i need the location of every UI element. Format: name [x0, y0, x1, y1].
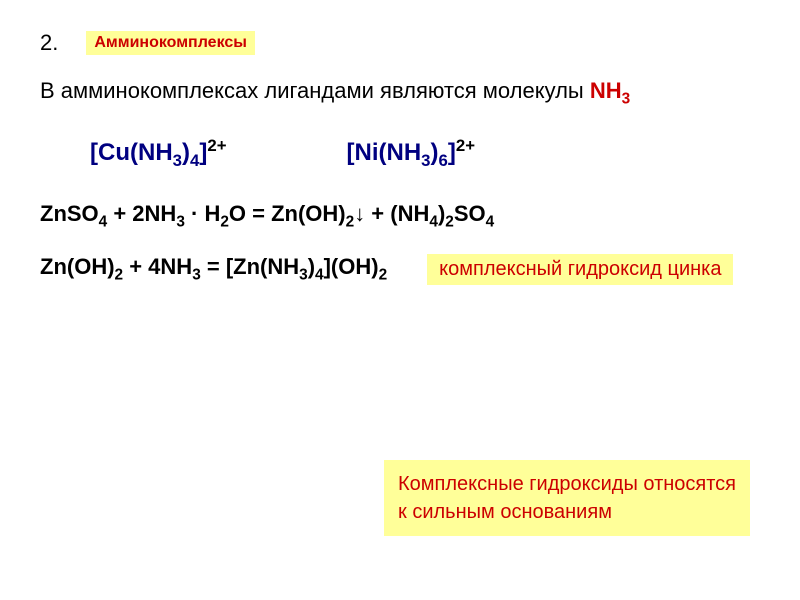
title-text: Амминокомплексы	[94, 34, 247, 51]
formula-1: [Cu(NH3)4]2+	[90, 136, 227, 171]
e2-s3: 3	[299, 266, 308, 283]
e2-p2: + 4NH	[123, 254, 192, 279]
e2-p5: ](OH)	[324, 254, 379, 279]
f1-pc: )	[182, 139, 190, 166]
f1-open: [	[90, 139, 98, 166]
f2-po: (	[379, 139, 387, 166]
f2-el: Ni	[355, 139, 379, 166]
equation-1: ZnSO4 + 2NH3 · H2O = Zn(OH)2↓ + (NH4)2SO…	[40, 201, 760, 231]
formula-row: [Cu(NH3)4]2+ [Ni(NH3)6]2+	[90, 136, 760, 171]
f2-s3: 3	[421, 151, 430, 170]
equation-2: Zn(OH)2 + 4NH3 = [Zn(NH3)4](OH)2	[40, 254, 387, 284]
intro-prefix: В амминокомплексах лигандами являются мо…	[40, 78, 590, 103]
e1-s6: 2	[445, 214, 454, 231]
e1-p4: O = Zn(OH)	[229, 201, 346, 226]
title-highlight: Амминокомплексы	[86, 31, 255, 55]
e1-p2: + 2NH	[107, 201, 176, 226]
formula-2: [Ni(NH3)6]2+	[347, 136, 476, 171]
label2-line2: к сильным основаниям	[398, 501, 612, 523]
f2-sup: 2+	[456, 136, 475, 155]
f1-s3: 3	[173, 151, 182, 170]
f2-s6: 6	[439, 151, 448, 170]
header-row: 2. Амминокомплексы	[40, 30, 760, 56]
f1-po: (	[130, 139, 138, 166]
intro-sub: 3	[622, 90, 631, 107]
f1-sup: 2+	[207, 136, 226, 155]
label-strong-bases: Комплексные гидроксиды относятся к сильн…	[384, 460, 750, 536]
intro-formula: NH3	[590, 78, 630, 103]
e2-p1: Zn(OH)	[40, 254, 115, 279]
f2-pc: )	[431, 139, 439, 166]
e2-s5: 2	[379, 266, 388, 283]
e1-s4: 2	[346, 214, 355, 231]
e2-s4: 4	[315, 266, 324, 283]
f2-close: ]	[448, 139, 456, 166]
f1-nh: NH	[138, 139, 173, 166]
e1-p7: SO	[454, 201, 486, 226]
label1-text: комплексный гидроксид цинка	[439, 258, 721, 280]
e2-s1: 2	[115, 266, 124, 283]
e1-p1: ZnSO	[40, 201, 99, 226]
f1-el: Cu	[98, 139, 130, 166]
item-number: 2.	[40, 30, 58, 56]
intro-text: В амминокомплексах лигандами являются мо…	[40, 78, 760, 108]
e1-s1: 4	[99, 214, 108, 231]
e1-s2: 3	[176, 214, 185, 231]
e1-p5: ↓ + (NH	[354, 201, 429, 226]
label-complex-hydroxide: комплексный гидроксид цинка	[427, 254, 733, 285]
equation-2-row: Zn(OH)2 + 4NH3 = [Zn(NH3)4](OH)2 комплек…	[40, 254, 760, 285]
e1-s3: 2	[220, 214, 229, 231]
intro-nh: NH	[590, 78, 622, 103]
e2-p4: )	[308, 254, 315, 279]
f1-s4: 4	[190, 151, 199, 170]
f2-open: [	[347, 139, 355, 166]
e1-p3: · H	[185, 201, 220, 226]
label2-line1: Комплексные гидроксиды относятся	[398, 473, 736, 495]
e2-p3: = [Zn(NH	[201, 254, 299, 279]
e2-s2: 3	[192, 266, 201, 283]
e1-s5: 4	[429, 214, 438, 231]
f2-nh: NH	[387, 139, 422, 166]
e1-s7: 4	[486, 214, 495, 231]
